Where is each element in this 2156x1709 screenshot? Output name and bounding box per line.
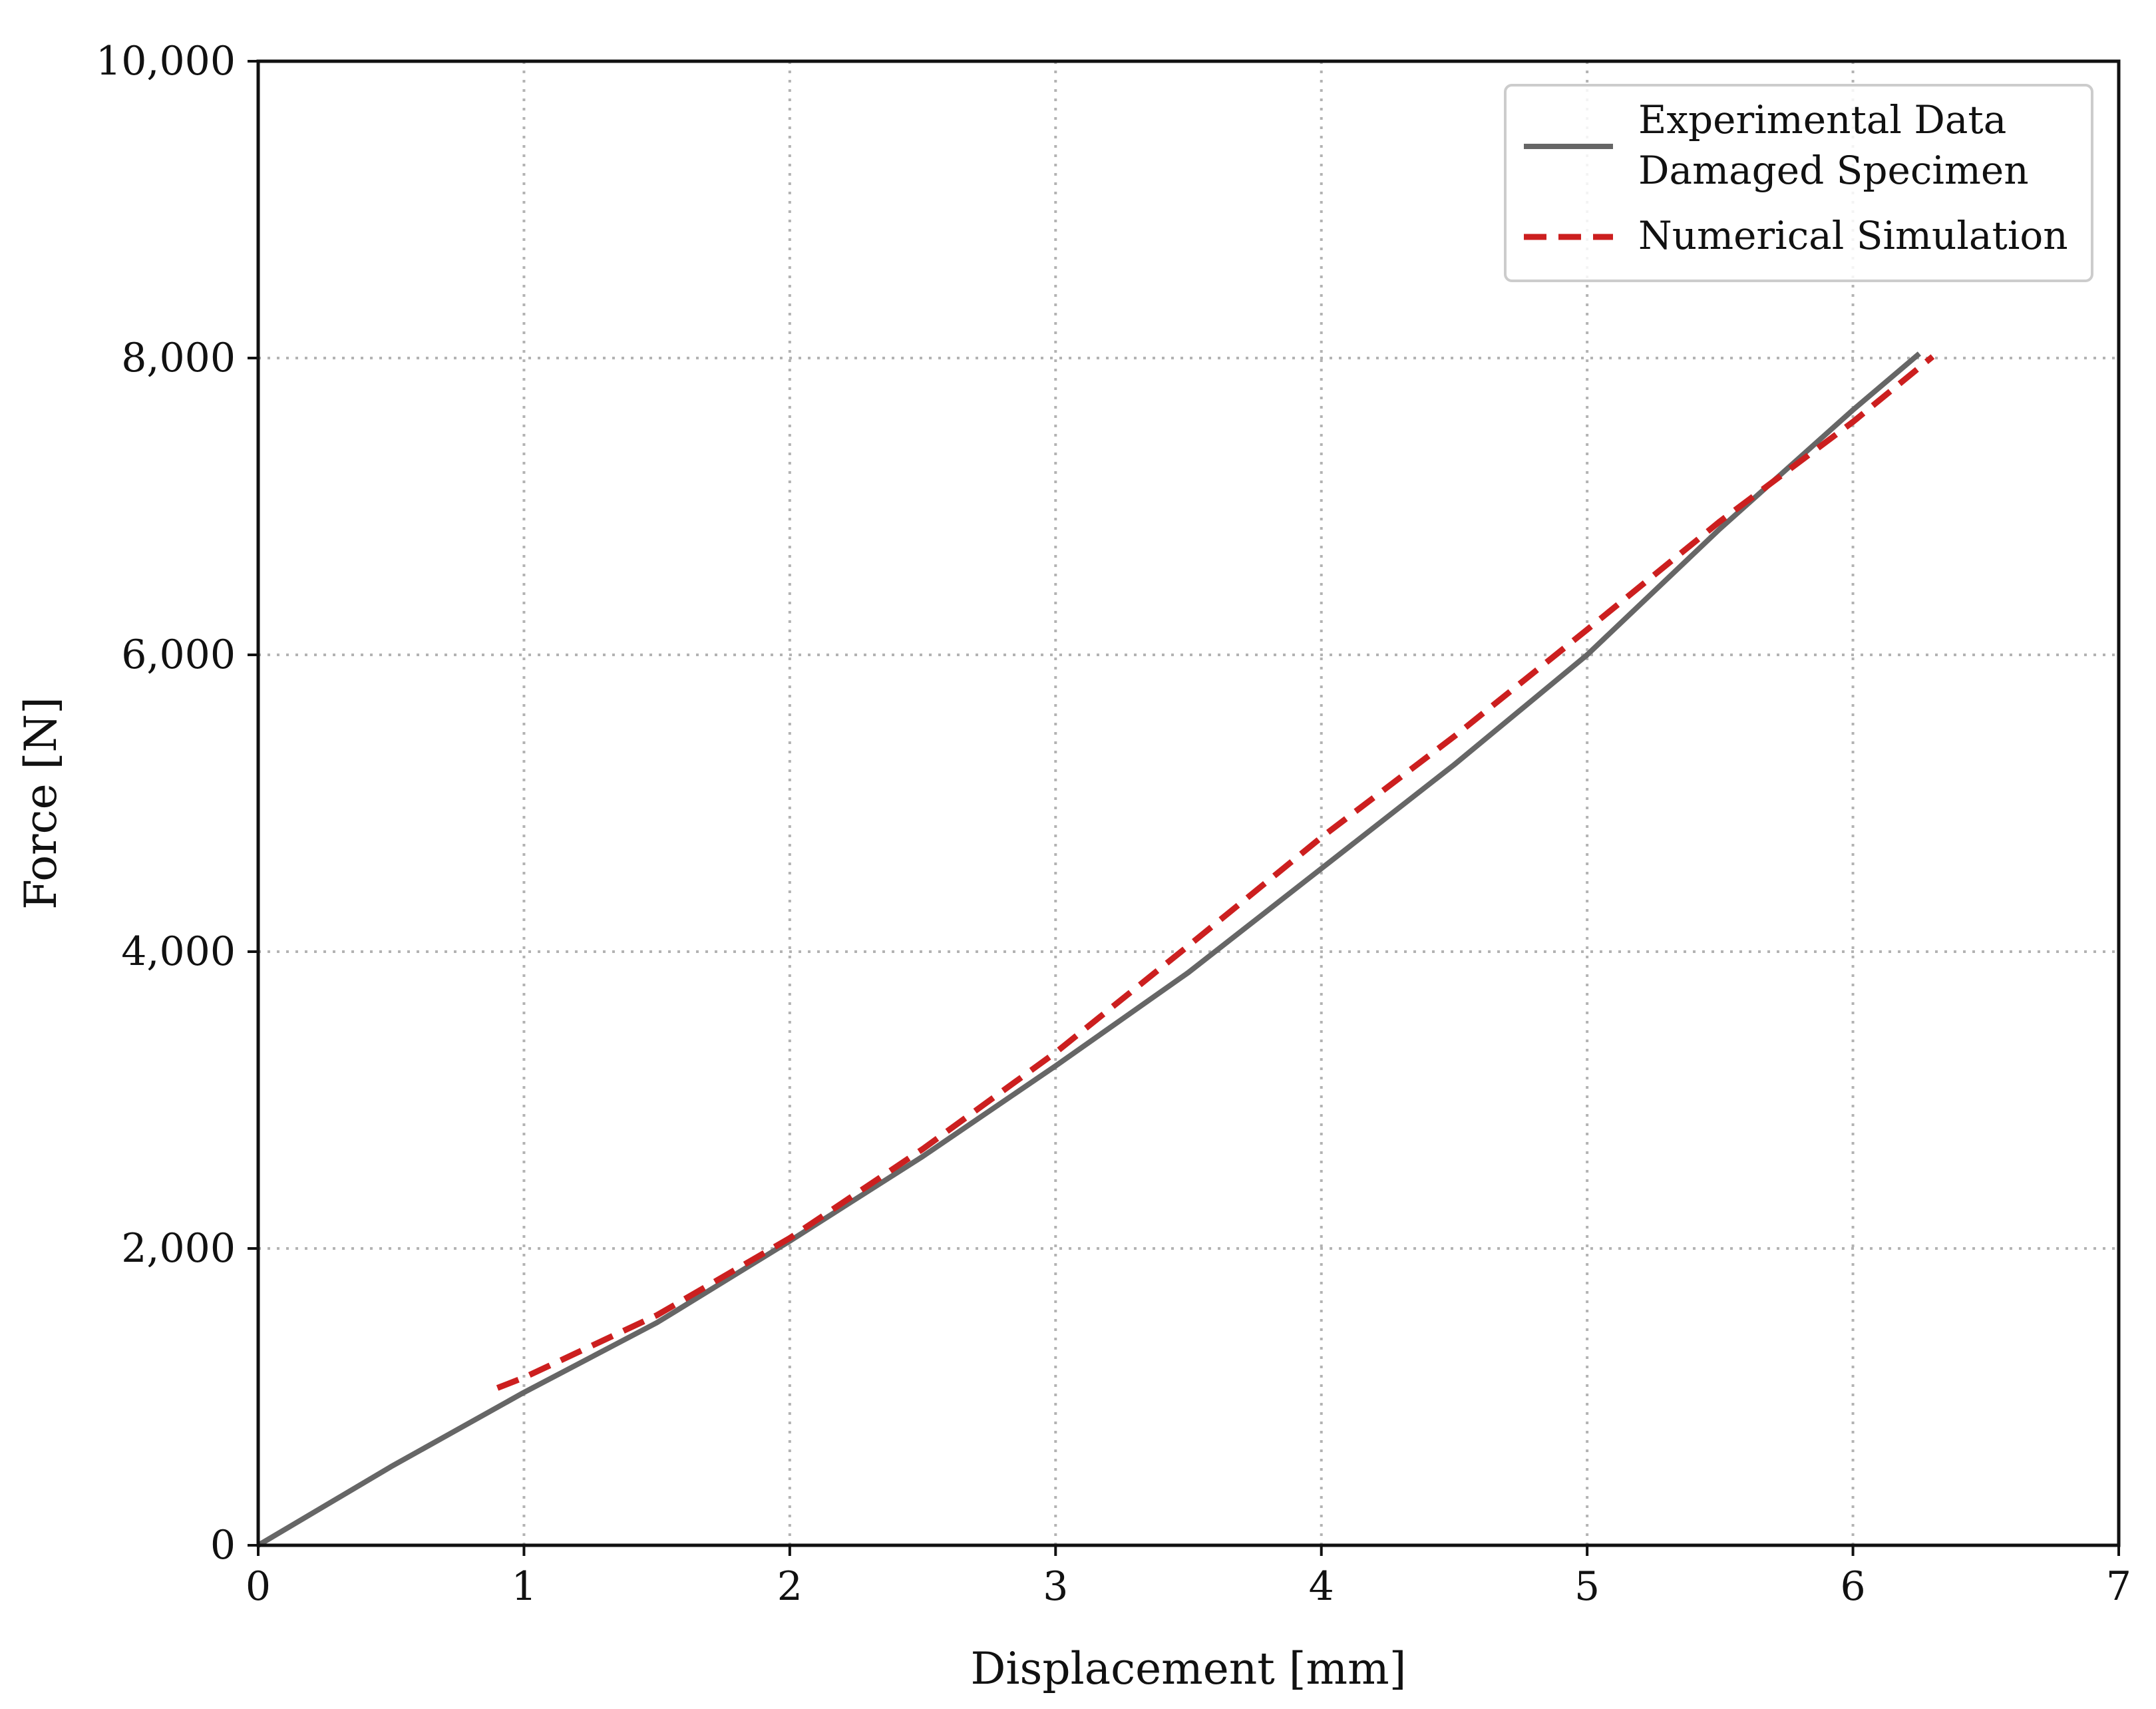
y-tick-label: 4,000 <box>121 928 236 975</box>
legend: Experimental Data Damaged Specimen Numeric… <box>1504 84 2093 282</box>
x-tick-label: 4 <box>1309 1563 1334 1610</box>
y-tick-label: 10,000 <box>96 38 236 85</box>
y-tick-label: 8,000 <box>121 335 236 381</box>
x-tick-label: 6 <box>1840 1563 1865 1610</box>
x-tick-label: 1 <box>511 1563 536 1610</box>
grid-layer <box>257 60 2120 1547</box>
series-line-experimental-data <box>256 351 1921 1548</box>
legend-box <box>1504 84 2093 282</box>
series-line-numerical-simulation <box>496 354 1935 1391</box>
x-tick-label: 7 <box>2106 1563 2131 1610</box>
y-tick-label: 2,000 <box>121 1225 236 1272</box>
x-axis-title: Displacement [mm] <box>971 1643 1407 1694</box>
legend-label: Experimental Data <box>1638 97 2006 142</box>
x-tick-label: 0 <box>246 1563 271 1610</box>
legend-label: Numerical Simulation <box>1638 213 2068 258</box>
x-tick-label: 5 <box>1574 1563 1600 1610</box>
series-layer <box>256 351 1935 1548</box>
y-tick-label: 0 <box>210 1522 236 1569</box>
ticks-layer: 0 1 2 3 4 5 6 7 0 2,000 4,000 6,000 8,000 10,000 <box>96 38 2131 1610</box>
legend-label: Damaged Specimen <box>1638 148 2029 193</box>
plot-frame <box>256 59 2121 1547</box>
y-axis-title: Force [N] <box>15 697 67 910</box>
y-tick-label: 6,000 <box>121 632 236 678</box>
x-tick-label: 2 <box>777 1563 803 1610</box>
x-tick-label: 3 <box>1043 1563 1068 1610</box>
